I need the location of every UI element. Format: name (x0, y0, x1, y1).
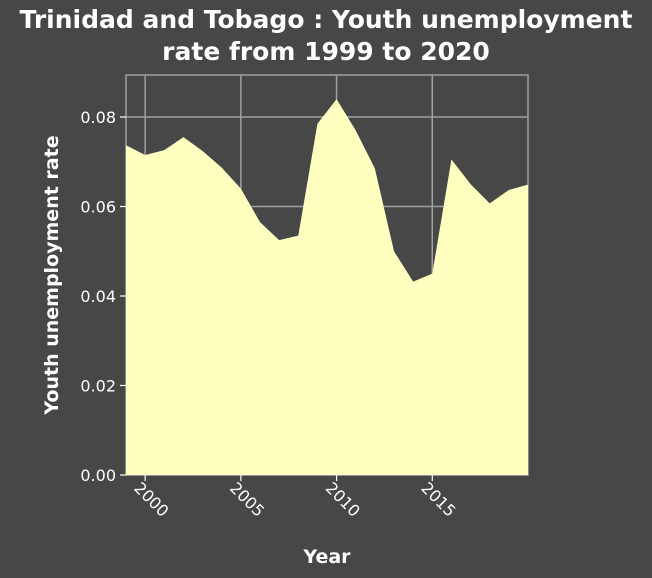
y-tick-label-0.02: 0.02 (80, 377, 116, 396)
chart-title-line-1: Trinidad and Tobago : Youth unemployment (20, 5, 633, 34)
x-axis-label: Year (302, 546, 351, 568)
y-tick-label-0.04: 0.04 (80, 287, 116, 306)
y-axis-label: Youth unemployment rate (41, 135, 63, 415)
chart-title-line-2: rate from 1999 to 2020 (162, 37, 490, 66)
y-axis-ticks: 0.00 0.02 0.04 0.06 0.08 (80, 108, 126, 485)
y-tick-label-0.06: 0.06 (80, 198, 116, 217)
y-tick-label-0.08: 0.08 (80, 108, 116, 127)
y-tick-label-0.00: 0.00 (80, 466, 116, 485)
area-series (126, 99, 528, 475)
